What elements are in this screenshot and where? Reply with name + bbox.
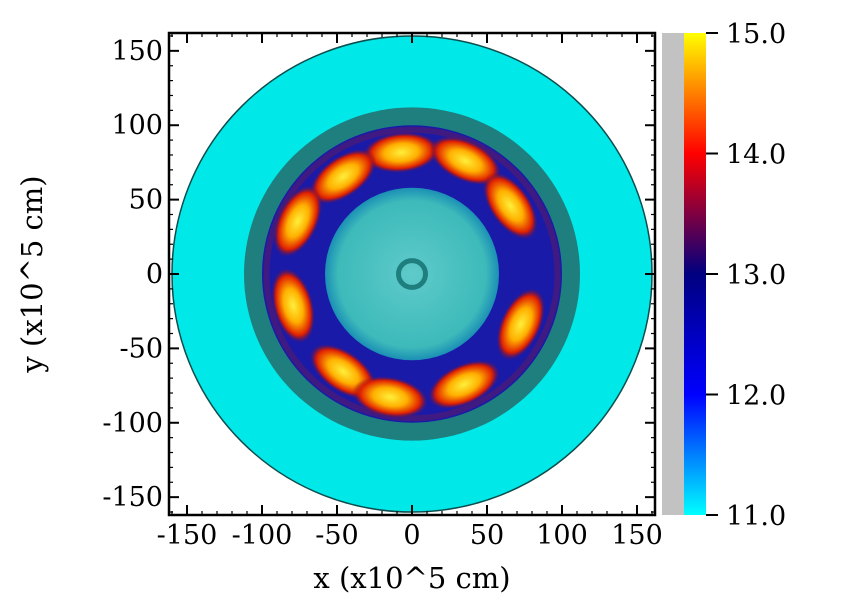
colorbar-tick-label: 11.0 [726, 501, 786, 532]
y-tick-label: 100 [111, 110, 163, 141]
x-axis-label: x (x10^5 cm) [313, 561, 510, 595]
colorbar-tick-label: 15.0 [726, 19, 786, 50]
x-tick-label: 150 [611, 520, 663, 551]
colorbar-gray-band [662, 33, 684, 515]
plume-10 [496, 288, 545, 360]
plume-8 [352, 376, 428, 418]
colorbar-tick-label: 13.0 [726, 260, 786, 291]
y-tick-label: -50 [120, 333, 163, 364]
y-tick-label: 50 [129, 185, 163, 216]
plume-4 [309, 149, 377, 204]
plume-6 [271, 268, 315, 343]
y-axis-label: y (x10^5 cm) [15, 175, 49, 373]
x-tick-label: -100 [232, 520, 293, 551]
y-tick-label: 0 [146, 259, 163, 290]
x-tick-label: -150 [157, 520, 218, 551]
region-inner-core [325, 187, 499, 361]
x-tick-label: 50 [470, 520, 504, 551]
x-tick-label: -50 [315, 520, 358, 551]
region-center-ring [396, 258, 428, 290]
plume-2 [429, 136, 501, 185]
x-tick-label: 100 [536, 520, 588, 551]
plume-1 [363, 132, 440, 173]
colorbar-tick-label: 12.0 [726, 381, 786, 412]
region-shell-tint [263, 126, 561, 422]
x-tick-label: 0 [403, 520, 420, 551]
colorbar-tick-label: 14.0 [726, 140, 786, 171]
colorbar [684, 33, 706, 515]
y-tick-label: -100 [102, 408, 163, 439]
plume-9 [428, 360, 500, 409]
y-tick-label: -150 [102, 482, 163, 513]
plot-area [169, 33, 655, 515]
plume-3 [483, 172, 538, 239]
plume-5 [273, 185, 323, 257]
y-tick-label: 150 [111, 36, 163, 67]
